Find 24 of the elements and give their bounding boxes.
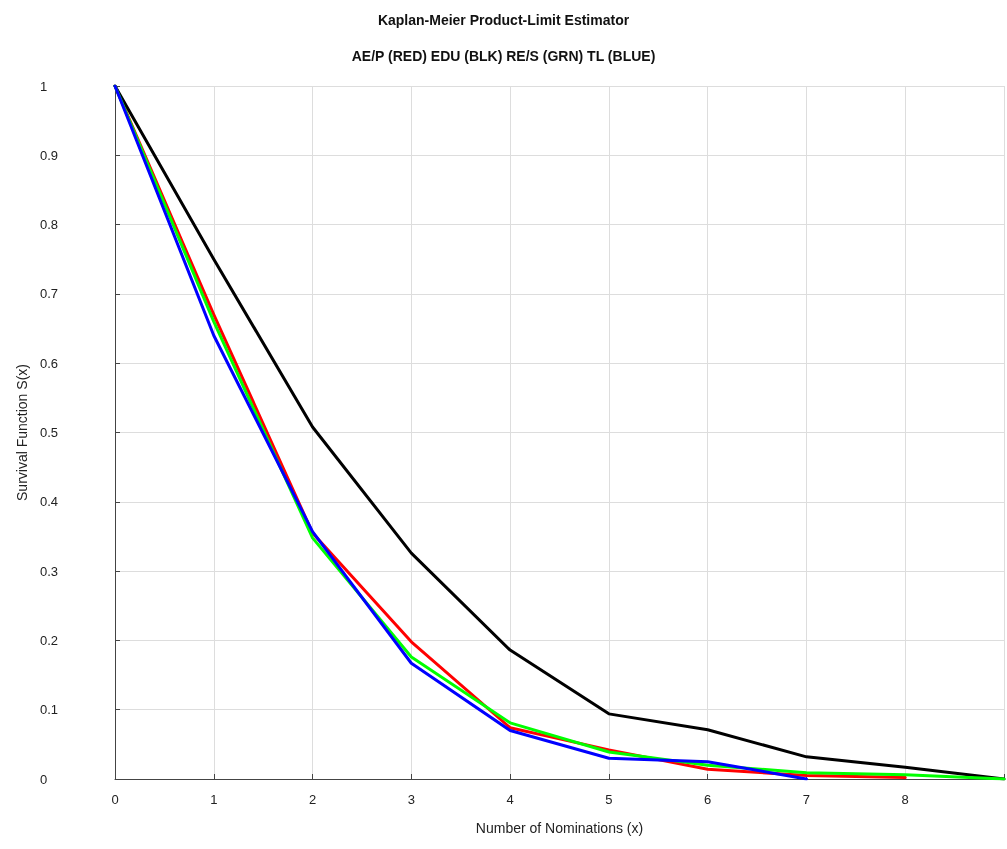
y-tick-label: 0.7 — [40, 286, 59, 302]
x-tick-label: 3 — [407, 792, 415, 807]
y-tick-label: 0 — [40, 771, 48, 787]
y-axis-title: Survival Function S(x) — [14, 364, 31, 501]
chart-subtitle: AE/P (RED) EDU (BLK) RE/S (GRN) TL (BLUE) — [351, 48, 656, 64]
y-tick-label: 0.3 — [40, 563, 59, 579]
x-axis-title: Number of Nominations (x) — [475, 820, 644, 836]
y-tick-label: 0.8 — [40, 217, 59, 233]
y-tick-label: 0.6 — [40, 355, 59, 371]
x-tick-label: 8 — [901, 792, 909, 807]
x-tick-label: 1 — [210, 792, 218, 807]
y-tick-label: 0.2 — [40, 632, 59, 648]
x-tick-label: 7 — [802, 792, 811, 807]
x-tick-label: 4 — [506, 792, 514, 807]
x-tick-label: 2 — [308, 792, 317, 807]
x-tick-label: 5 — [605, 792, 613, 807]
y-tick-label: 0.1 — [40, 702, 59, 718]
y-tick-label: 1 — [40, 78, 48, 94]
x-tick-label: 0 — [111, 792, 119, 807]
y-tick-label: 0.5 — [40, 425, 59, 440]
x-tick-label: 6 — [704, 792, 712, 807]
y-tick-label: 0.9 — [40, 147, 59, 163]
y-tick-label: 0.4 — [40, 494, 59, 510]
chart-title: Kaplan-Meier Product-Limit Estimator — [377, 12, 630, 28]
